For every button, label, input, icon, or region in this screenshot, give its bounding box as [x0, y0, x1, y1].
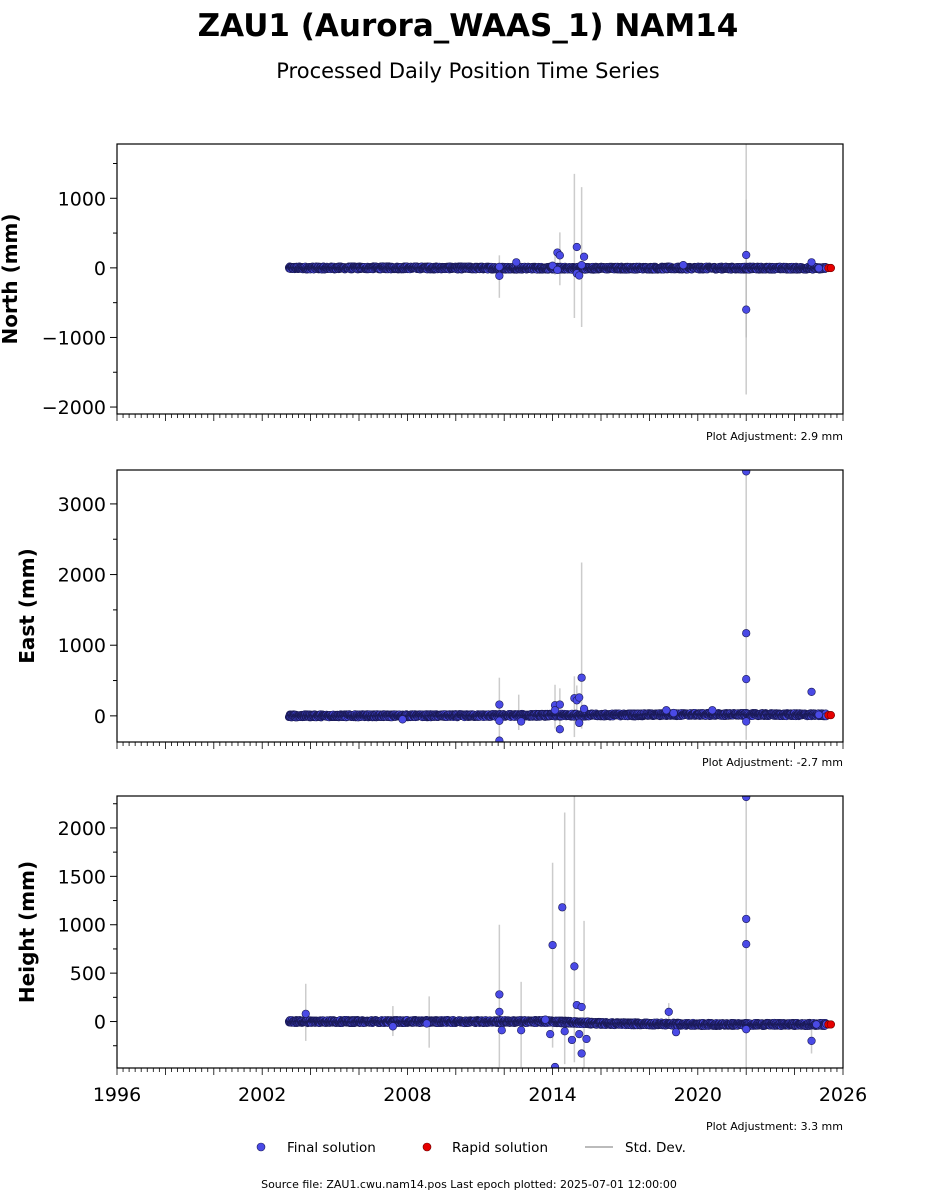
east-outlier-point [575, 718, 584, 728]
north-outlier-point [575, 271, 584, 280]
north-outlier-point [679, 260, 688, 270]
east-outlier-point [742, 717, 751, 726]
north-outlier-point [577, 260, 586, 270]
north-outlier-point [742, 250, 751, 260]
east-outlier-point [398, 715, 407, 724]
east-outlier-point [495, 716, 504, 725]
north-outlier-point [807, 258, 816, 267]
north-plot-area [284, 144, 836, 395]
east-outlier-point [814, 710, 823, 719]
north-outlier-point [555, 251, 564, 260]
height-panel: 1996 2002 2008 2014 2020 20260500100015002000… [15, 795, 867, 1106]
east-outlier-point [517, 717, 526, 726]
east-outlier-point [555, 700, 564, 709]
north-y-tick-label: 1000 [58, 188, 106, 210]
east-y-tick-label: 3000 [58, 494, 106, 516]
north-y-tick-label: −2000 [42, 397, 106, 419]
east-y-axis-label: East (mm) [15, 548, 39, 664]
east-outlier-point [662, 706, 671, 715]
east-y-tick-label: 2000 [58, 565, 106, 587]
east-y-tick-label: 0 [94, 706, 106, 728]
north-outlier-point [742, 305, 751, 314]
east-axes-frame [116, 469, 844, 743]
east-outlier-point [669, 708, 678, 718]
north-outlier-point [572, 242, 581, 252]
chart-title: ZAU1 (Aurora_WAAS_1) NAM14 [198, 8, 739, 44]
north-y-tick-label: 0 [94, 258, 106, 280]
east-rapid-point [826, 711, 836, 720]
east-outlier-point [742, 675, 751, 684]
east-outlier-point [555, 725, 564, 734]
east-outlier-point [495, 736, 504, 742]
east-panel: 0 1000 2000 3000 East (mm) [15, 469, 844, 749]
north-outlier-point [579, 252, 589, 261]
chart-subtitle: Processed Daily Position Time Series [276, 59, 660, 83]
east-outlier-point [742, 470, 751, 476]
east-outlier-point [708, 706, 717, 715]
east-outlier-point [807, 687, 816, 696]
north-outlier-point [495, 271, 504, 280]
east-outlier-point [495, 700, 504, 709]
east-outlier-point [742, 629, 751, 638]
north-outlier-point [495, 262, 504, 271]
east-outlier-point [575, 693, 584, 702]
height-plot-area [284, 796, 836, 1068]
north-axes-frame [116, 143, 844, 415]
north-outlier-point [814, 264, 823, 273]
east-outlier-point [579, 704, 589, 713]
north-outlier-point [512, 258, 521, 267]
east-plot-area [284, 470, 836, 742]
north-y-axis-label: North (mm) [0, 213, 22, 344]
north-outlier-point [553, 265, 562, 275]
east-outlier-point [577, 673, 586, 682]
east-y-tick-label: 1000 [58, 635, 106, 657]
north-rapid-point [826, 263, 836, 273]
north-y-tick-label: −1000 [42, 327, 106, 349]
north-panel: −2000 −1000 0 1000 North (mm) [0, 143, 844, 421]
